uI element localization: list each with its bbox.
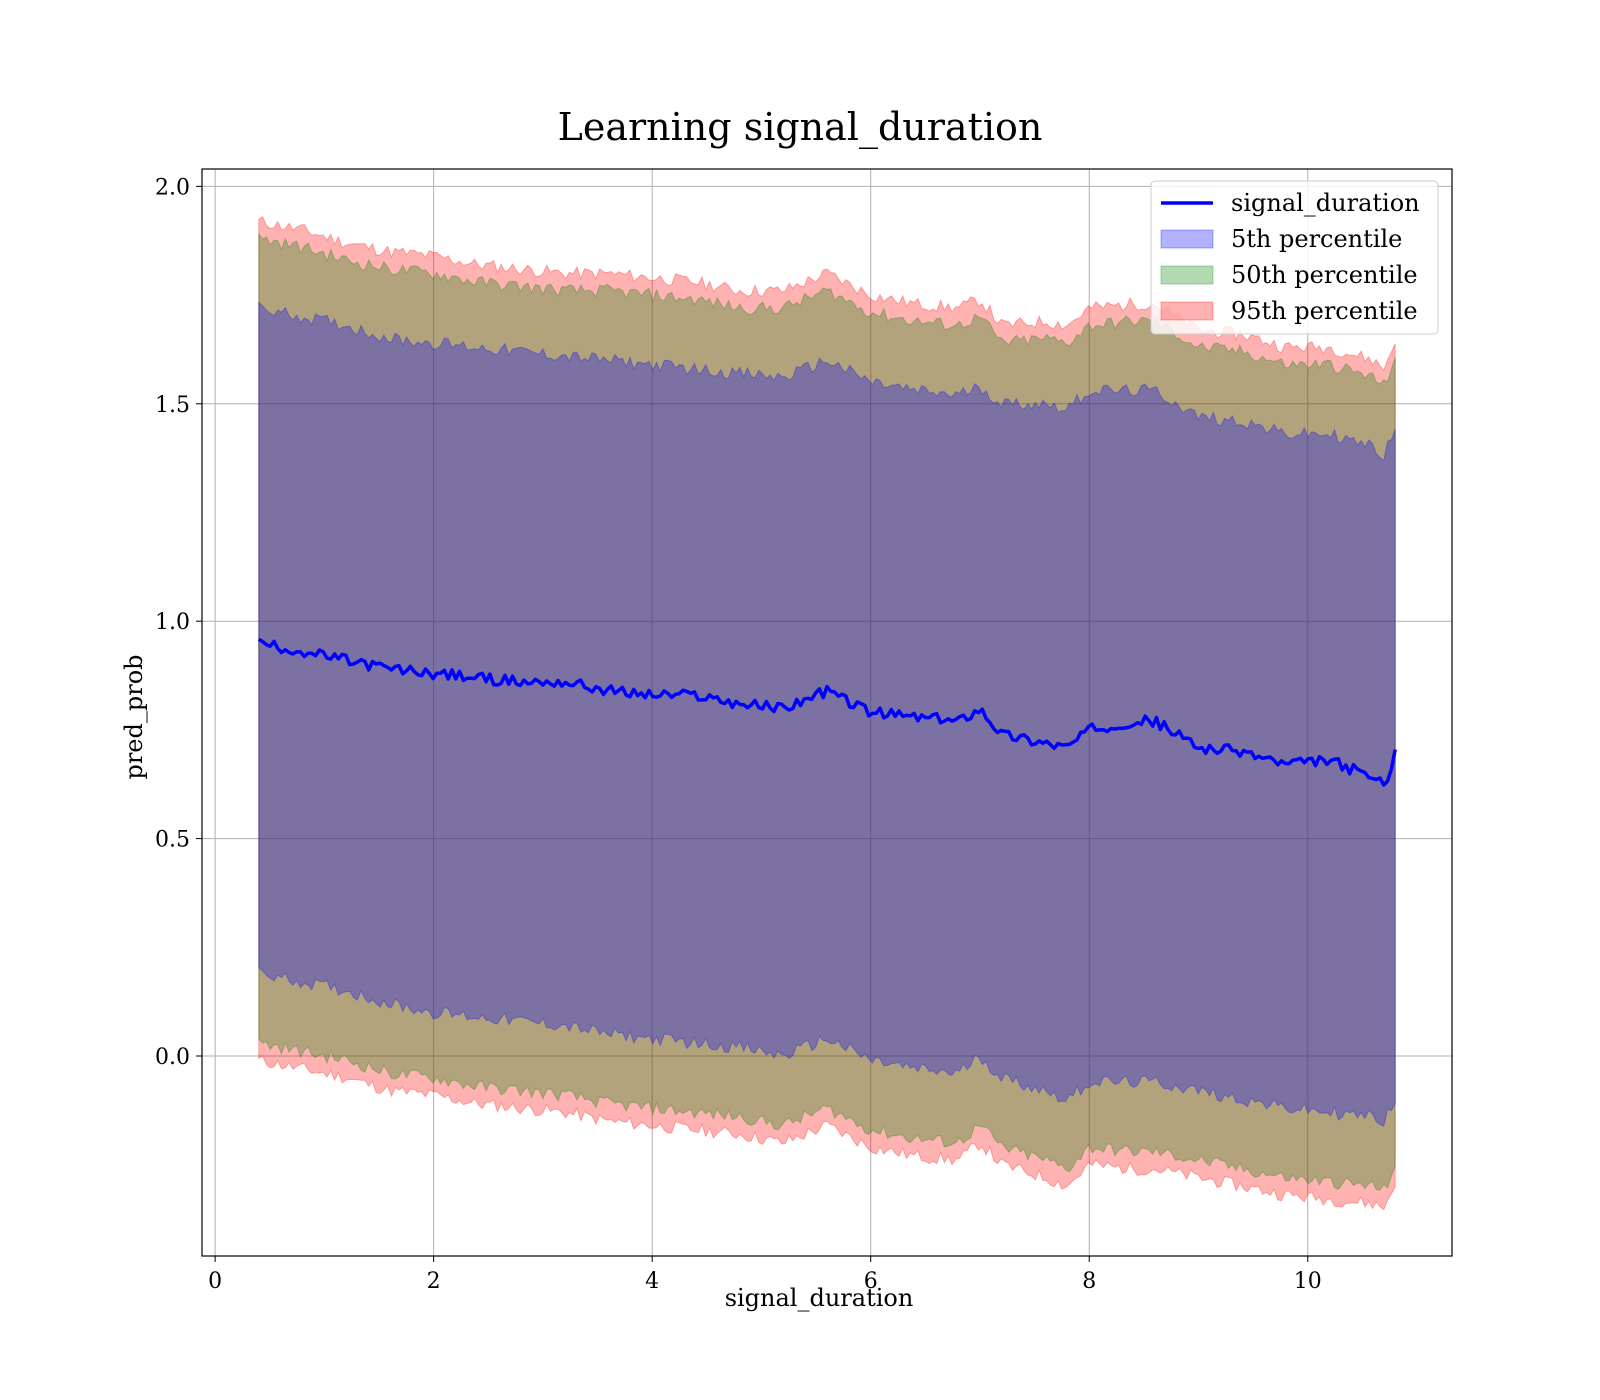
y-tick-label: 1.5 [155, 393, 190, 418]
legend-label: 95th percentile [1231, 297, 1418, 325]
x-tick-label: 6 [864, 1269, 878, 1294]
x-tick-label: 4 [645, 1269, 659, 1294]
plot-area: 0 2 4 6 8 10 0.0 0.5 1.0 1.5 2.0 [155, 168, 1453, 1294]
ticks: 0 2 4 6 8 10 0.0 0.5 1.0 1.5 2.0 [155, 175, 1322, 1294]
y-tick-label: 1.0 [155, 610, 190, 635]
legend-label: signal_duration [1231, 189, 1420, 217]
x-axis-label: signal_duration [725, 1284, 914, 1312]
legend: signal_duration 5th percentile 50th percen… [1150, 180, 1439, 335]
y-tick-label: 0.0 [155, 1045, 190, 1070]
legend-label: 5th percentile [1231, 225, 1402, 253]
x-tick-label: 10 [1294, 1269, 1322, 1294]
y-tick-label: 2.0 [155, 175, 190, 200]
series-lines [257, 637, 1397, 787]
x-tick-label: 8 [1082, 1269, 1096, 1294]
y-tick-label: 0.5 [155, 828, 190, 853]
legend-swatch-band [1160, 301, 1214, 321]
legend-swatch-band [1160, 265, 1214, 285]
legend-swatch-band [1160, 229, 1214, 249]
band-50th-percentile [258, 232, 1396, 1191]
percentile-bands [258, 215, 1396, 1211]
plot-frame [201, 168, 1453, 1257]
y-axis-label: pred_prob [120, 654, 148, 779]
x-tick-label: 0 [208, 1269, 222, 1294]
x-tick-label: 2 [427, 1269, 441, 1294]
legend-box [1150, 180, 1439, 335]
series-line-signal_duration [257, 637, 1397, 787]
band-95th-percentile [258, 215, 1396, 1211]
chart-title: Learning signal_duration [558, 105, 1043, 150]
band-5th-percentile [258, 301, 1396, 1127]
legend-label: 50th percentile [1231, 261, 1418, 289]
